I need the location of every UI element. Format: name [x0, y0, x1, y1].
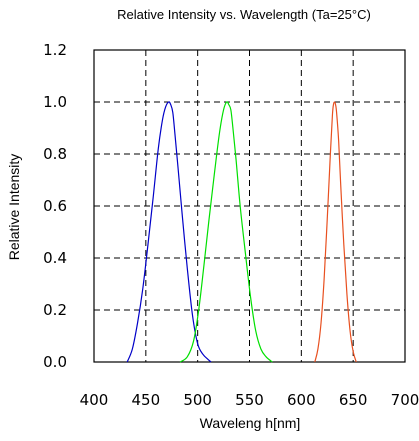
x-tick-label: 700 — [391, 391, 419, 409]
y-tick-label: 0.8 — [43, 145, 67, 163]
series-line-0 — [126, 101, 212, 363]
y-axis-label: Relative Intensity — [6, 154, 22, 261]
y-tick-label: 0.2 — [43, 301, 67, 319]
plot-frame — [93, 49, 406, 363]
x-tick-label: 400 — [80, 391, 109, 409]
y-tick-labels: 0.0 0.2 0.4 0.6 0.8 1.0 1.2 — [43, 41, 67, 371]
series-line-2 — [314, 101, 357, 363]
y-tick-label: 0.6 — [43, 197, 67, 215]
chart-title: Relative Intensity vs. Wavelength (Ta=25… — [117, 7, 371, 22]
y-tick-label: 1.0 — [43, 93, 67, 111]
grid — [94, 50, 405, 362]
x-tick-label: 450 — [132, 391, 161, 409]
y-tick-label: 1.2 — [43, 41, 67, 59]
series-line-1 — [179, 101, 273, 363]
y-tick-label: 0.0 — [43, 353, 67, 371]
x-tick-label: 650 — [339, 391, 368, 409]
x-axis-label: Waveleng h[nm] — [200, 415, 301, 431]
x-tick-label: 550 — [235, 391, 264, 409]
x-tick-label: 600 — [287, 391, 316, 409]
x-tick-label: 500 — [183, 391, 212, 409]
y-tick-label: 0.4 — [43, 249, 67, 267]
series-layer — [126, 101, 357, 363]
x-tick-labels: 400 450 500 550 600 650 700 — [80, 391, 419, 409]
